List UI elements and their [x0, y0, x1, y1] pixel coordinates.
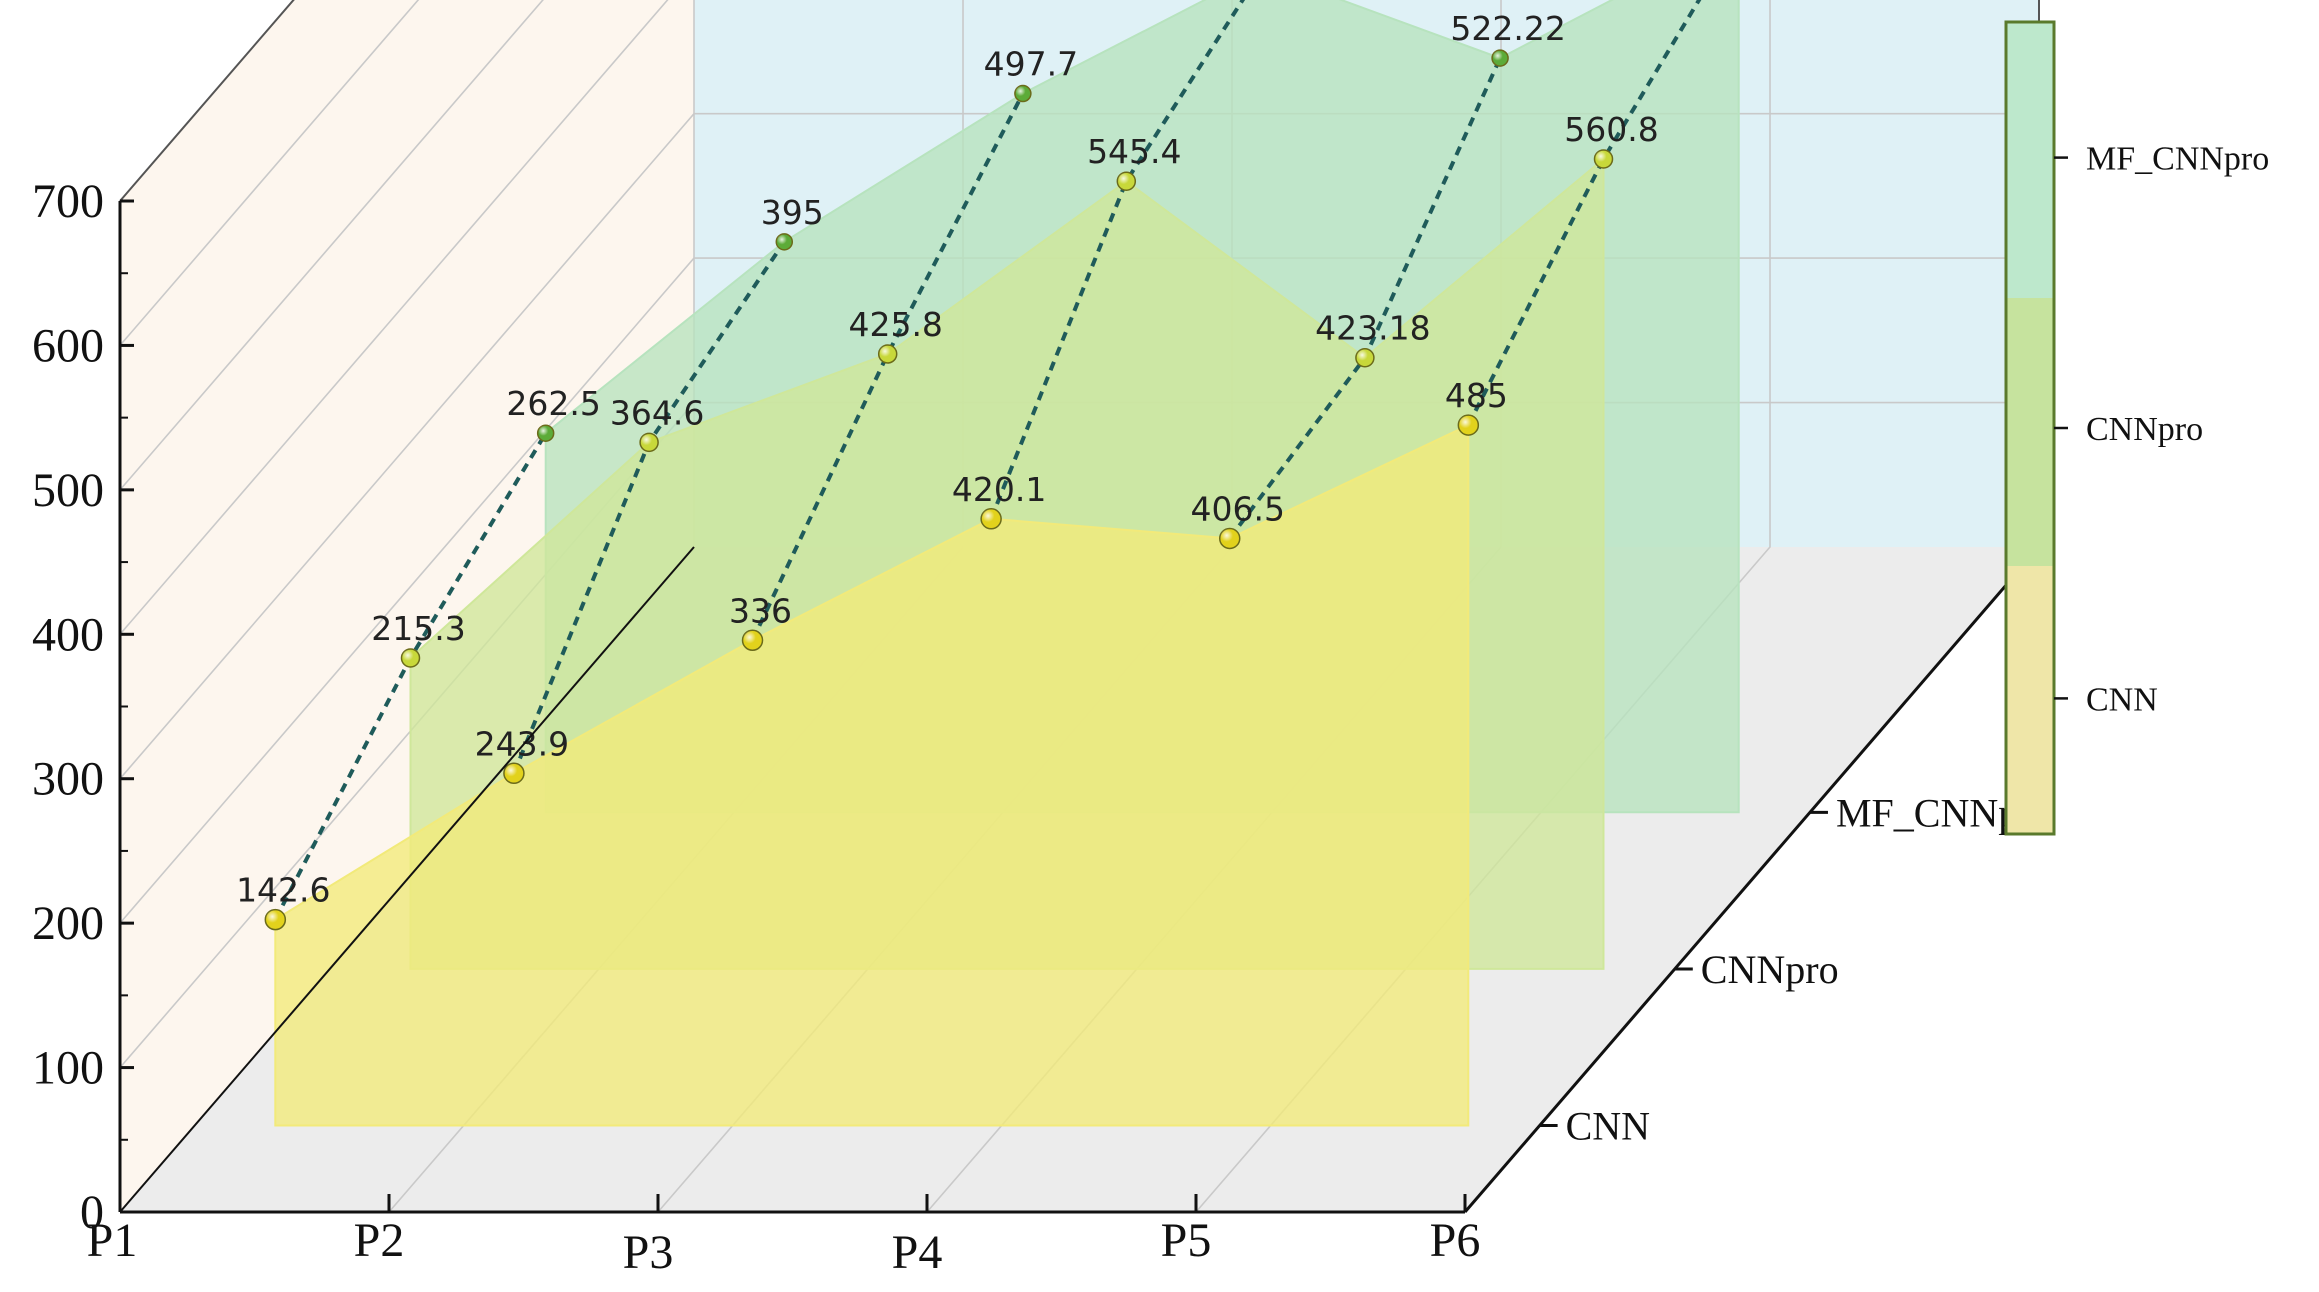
y-tick-label: 200 — [32, 897, 104, 950]
marker-shine — [776, 233, 793, 250]
y-tick-label: 300 — [32, 753, 104, 806]
marker-shine — [503, 763, 524, 784]
data-label-cnnpro-p3: 425.8 — [848, 305, 942, 344]
legend-colorbar — [2004, 20, 2056, 836]
data-label-mf_cnnpro-p1: 262.5 — [506, 384, 600, 423]
y-tick-label: 100 — [32, 1042, 104, 1095]
x-tick-label-p1: P1 — [87, 1214, 138, 1267]
data-label-cnn-p3: 336 — [729, 591, 792, 630]
y-tick-label: 400 — [32, 608, 104, 661]
x-tick-label-p6: P6 — [1430, 1214, 1481, 1267]
y-tick-label: 500 — [32, 464, 104, 517]
side-wall — [120, 0, 694, 1212]
marker-shine — [1014, 85, 1031, 102]
depth-axis-line — [1463, 546, 2041, 1213]
depth-label-cnnpro: CNNpro — [1701, 947, 1839, 992]
marker-shine — [742, 630, 763, 651]
connector-p3 — [750, 92, 1025, 642]
marker-shine — [1219, 528, 1240, 549]
data-label-cnn-p5: 406.5 — [1190, 489, 1284, 528]
depth-axis-left — [119, 546, 695, 1213]
legend-label-cnnpro: CNNpro — [2086, 411, 2203, 448]
data-label-cnn-p6: 485 — [1445, 376, 1508, 415]
data-label-mf_cnnpro-p2: 395 — [761, 193, 824, 232]
data-label-cnnpro-p1: 215.3 — [371, 609, 465, 648]
marker-shine — [1458, 415, 1479, 436]
depth-label-cnn: CNN — [1566, 1104, 1650, 1149]
marker-shine — [1117, 172, 1136, 191]
marker-shine — [1492, 50, 1509, 67]
data-label-cnn-p4: 420.1 — [952, 470, 1046, 509]
data-label-cnnpro-p2: 364.6 — [610, 393, 704, 432]
data-label-cnnpro-p4: 545.4 — [1087, 132, 1181, 171]
marker-shine — [265, 909, 286, 930]
data-label-cnn-p1: 142.6 — [236, 871, 330, 910]
legend-label-mf_cnnpro: MF_CNNpro — [2086, 141, 2269, 178]
data-label-mf_cnnpro-p5: 522.22 — [1450, 9, 1565, 48]
data-label-cnn-p2: 243.9 — [475, 724, 569, 763]
x-tick-label-p4: P4 — [892, 1226, 943, 1279]
data-label-cnnpro-p5: 423.18 — [1315, 309, 1430, 348]
y-tick-label: 600 — [32, 319, 104, 372]
y-tick-label: 0 — [80, 1186, 104, 1239]
gridline-y — [119, 0, 669, 635]
gridline-y — [119, 0, 420, 346]
x-tick-label-p5: P5 — [1161, 1214, 1212, 1267]
marker-shine — [878, 344, 897, 363]
gridline-y — [119, 0, 544, 491]
y-tick-label: 700 — [32, 175, 104, 228]
legend-label-cnn: CNN — [2086, 681, 2158, 718]
marker-shine — [1594, 149, 1613, 168]
marker-shine — [981, 508, 1002, 529]
data-label-cnnpro-p6: 560.8 — [1564, 110, 1658, 149]
legend: CNN CNNpro MF_CNNpro — [2004, 20, 2269, 836]
marker-shine — [401, 648, 420, 667]
connector-p6 — [1466, 0, 1702, 427]
marker-shine — [1355, 348, 1374, 367]
data-label-mf_cnnpro-p3: 497.7 — [984, 45, 1078, 84]
connector-p4 — [989, 0, 1246, 520]
x-tick-label-p3: P3 — [623, 1226, 674, 1279]
marker-shine — [537, 425, 554, 442]
marker-shine — [640, 433, 659, 452]
x-tick-label-p2: P2 — [354, 1214, 405, 1267]
